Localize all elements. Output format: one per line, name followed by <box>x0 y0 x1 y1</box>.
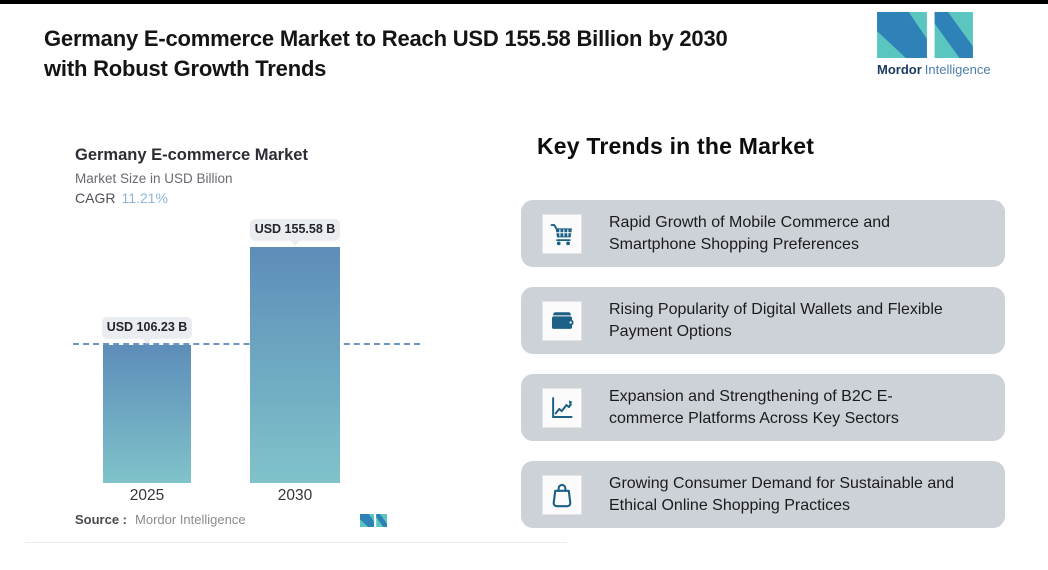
trend-text-line1: Rapid Growth of Mobile Commerce and <box>609 213 891 231</box>
top-border <box>0 0 1048 4</box>
trend-icon-box <box>542 474 582 515</box>
source-value: Mordor Intelligence <box>135 512 246 527</box>
cagr-value: 11.21% <box>121 190 168 206</box>
market-chart-card: Germany E-commerce Market Market Size in… <box>25 130 567 543</box>
trend-icon-box <box>542 387 582 428</box>
chart-title: Germany E-commerce Market <box>75 146 308 164</box>
value-label-2030-text: USD 155.58 B <box>250 219 340 240</box>
value-label-2030: USD 155.58 B <box>250 219 340 246</box>
source-label: Source : <box>75 512 128 527</box>
trend-text: Rapid Growth of Mobile Commerce and Smar… <box>609 212 890 256</box>
page-title-line1: Germany E-commerce Market to Reach USD 1… <box>44 26 728 51</box>
key-trends-panel: Key Trends in the Market Rapid Growth of… <box>521 133 1005 528</box>
mordor-intelligence-logo: Mordor Intelligence <box>877 12 991 77</box>
page-title: Germany E-commerce Market to Reach USD 1… <box>44 24 728 84</box>
logo-mark-icon <box>877 12 973 58</box>
logo-wordmark-bold: Mordor <box>877 62 922 77</box>
trend-text-line2: Payment Options <box>609 322 732 340</box>
value-label-pointer <box>290 240 300 246</box>
trend-text-line1: Expansion and Strengthening of B2C E- <box>609 387 893 405</box>
source-logo-mark-icon <box>360 514 387 527</box>
trend-text-line2: Ethical Online Shopping Practices <box>609 496 851 514</box>
page-title-line2: with Robust Growth Trends <box>44 56 327 81</box>
trend-text-line1: Growing Consumer Demand for Sustainable … <box>609 474 955 492</box>
logo-wordmark-light: Intelligence <box>924 62 991 77</box>
trend-card-sustainable-shopping: Growing Consumer Demand for Sustainable … <box>521 461 1005 528</box>
shopping-cart-icon <box>550 223 572 245</box>
value-label-2025-text: USD 106.23 B <box>102 317 192 338</box>
trend-text: Rising Popularity of Digital Wallets and… <box>609 299 943 343</box>
bar-2025 <box>103 345 191 483</box>
logo-wordmark: Mordor Intelligence <box>877 62 991 77</box>
chart-cagr: CAGR 11.21% <box>75 190 168 206</box>
trend-icon-box <box>542 300 582 341</box>
x-axis-label-2025: 2025 <box>129 487 165 504</box>
value-label-pointer <box>142 338 152 344</box>
trend-text: Expansion and Strengthening of B2C E- co… <box>609 386 899 430</box>
trend-card-digital-wallets: Rising Popularity of Digital Wallets and… <box>521 287 1005 354</box>
cagr-label: CAGR <box>75 190 116 206</box>
key-trends-heading: Key Trends in the Market <box>537 133 815 159</box>
trend-text: Growing Consumer Demand for Sustainable … <box>609 473 954 517</box>
trend-card-mobile-commerce: Rapid Growth of Mobile Commerce and Smar… <box>521 200 1005 267</box>
x-axis-label-2030: 2030 <box>277 487 313 504</box>
chart-subtitle: Market Size in USD Billion <box>75 171 233 186</box>
reference-dashed-line <box>73 343 420 345</box>
line-chart-icon <box>552 396 573 418</box>
wallet-icon <box>551 311 574 330</box>
trend-card-b2c-platforms: Expansion and Strengthening of B2C E- co… <box>521 374 1005 441</box>
bar-2030 <box>250 247 340 483</box>
trend-text-line1: Rising Popularity of Digital Wallets and… <box>609 300 943 318</box>
trend-icon-box <box>542 213 582 254</box>
trend-text-line2: commerce Platforms Across Key Sectors <box>609 409 899 427</box>
value-label-2025: USD 106.23 B <box>102 317 192 344</box>
trend-text-line2: Smartphone Shopping Preferences <box>609 235 859 253</box>
shopping-bag-icon <box>552 483 572 507</box>
source-row: Source : Mordor Intelligence <box>75 512 387 527</box>
